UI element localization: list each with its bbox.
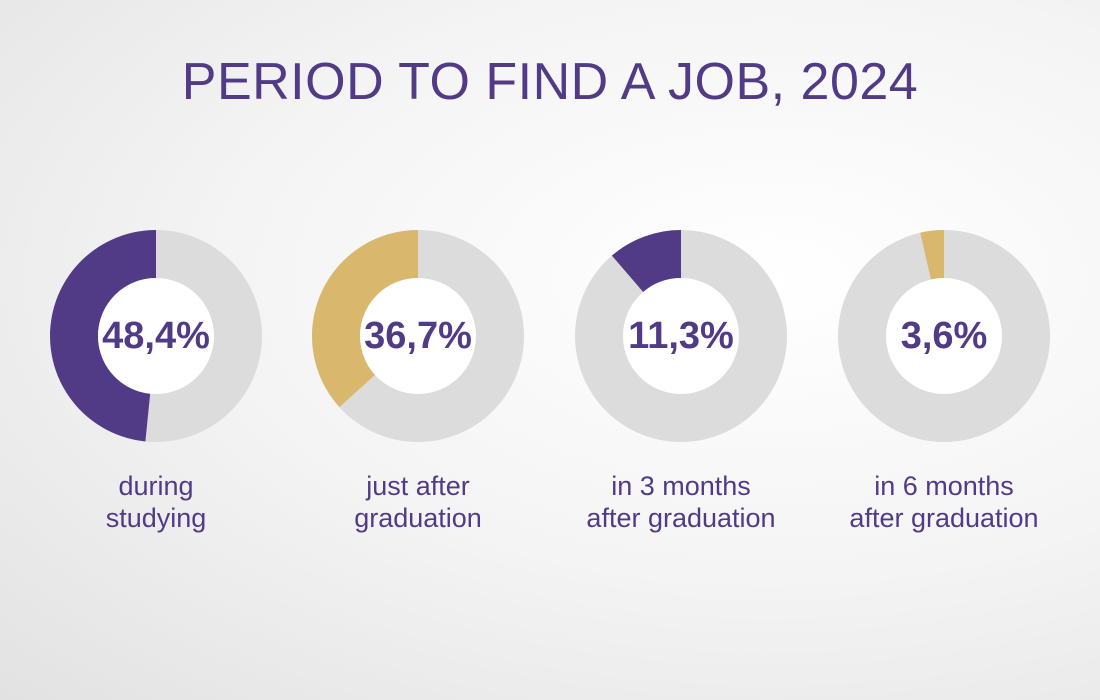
value-label: 3,6% — [901, 315, 988, 357]
donut-segment — [920, 230, 944, 280]
category-label: in 6 months after graduation — [849, 471, 1039, 533]
donut-segment — [49, 230, 156, 442]
donut-segment — [311, 230, 418, 408]
category-label: in 3 months after graduation — [586, 471, 776, 533]
donut-segment — [611, 230, 681, 293]
category-label: just after graduation — [354, 471, 482, 533]
donut-hole — [98, 278, 214, 394]
donut-hole — [623, 278, 739, 394]
category-label: during studying — [105, 471, 207, 533]
chart-title: PERIOD TO FIND A JOB, 2024 — [181, 53, 919, 111]
value-label: 11,3% — [628, 315, 734, 357]
donut-hole — [886, 278, 1002, 394]
value-label: 48,4% — [102, 315, 210, 357]
value-label: 36,7% — [364, 315, 472, 357]
donut-hole — [360, 278, 476, 394]
